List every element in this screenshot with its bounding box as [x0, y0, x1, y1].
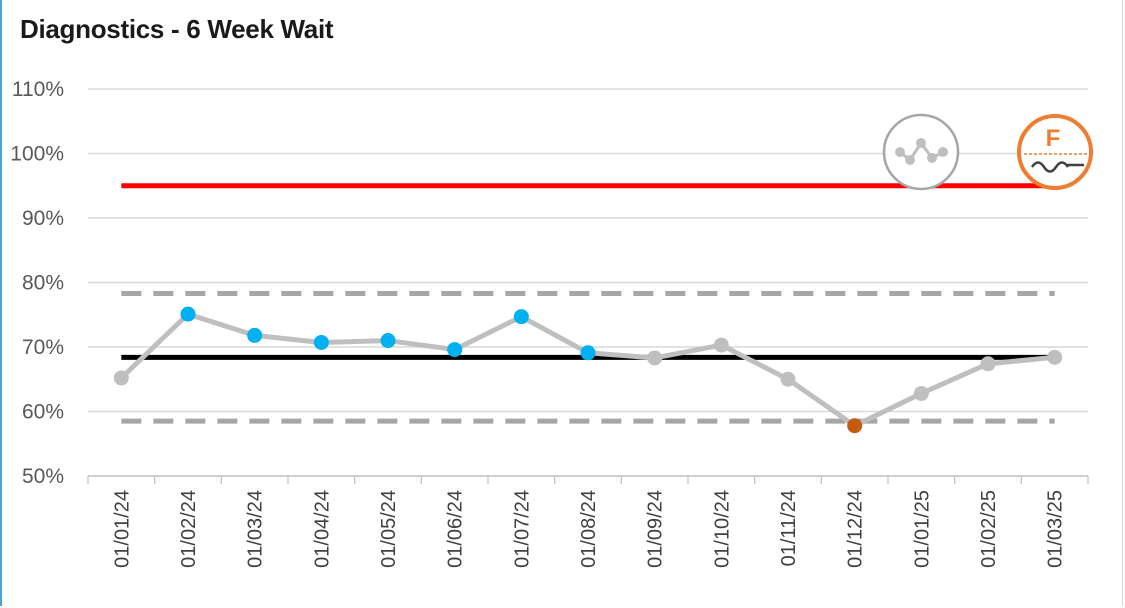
y-tick-label: 100%: [10, 143, 64, 166]
y-tick-label: 90%: [22, 207, 64, 230]
data-point: [847, 418, 863, 434]
x-tick-label: 01/05/24: [378, 490, 400, 568]
common-cause-variation-icon: [882, 113, 960, 191]
y-tick-label: 50%: [22, 465, 64, 488]
data-point: [313, 334, 329, 350]
x-tick-label: 01/12/24: [845, 490, 867, 568]
data-points: [113, 306, 1063, 434]
data-point: [380, 333, 396, 349]
x-tick-label: 01/01/25: [911, 490, 933, 568]
y-axis-ticks: 50% 60% 70% 80% 90% 100% 110%: [10, 78, 64, 488]
series-line: [119, 311, 1055, 429]
x-tick-label: 01/02/24: [178, 490, 200, 568]
data-point: [180, 306, 196, 322]
x-tick-label: 01/11/24: [778, 490, 800, 566]
x-tick-label: 01/08/24: [578, 490, 600, 568]
series-polyline: [119, 311, 1055, 429]
data-point: [713, 337, 729, 353]
y-tick-label: 60%: [22, 401, 64, 424]
reference-lines: [121, 183, 1055, 424]
x-tick-label: 01/01/24: [111, 490, 133, 568]
x-tick-label: 01/04/24: [311, 490, 333, 568]
data-point: [447, 342, 463, 358]
data-point: [913, 385, 929, 401]
x-tick-label: 01/09/24: [645, 490, 667, 568]
data-point: [780, 371, 796, 387]
x-tick-label: 01/02/25: [978, 490, 1000, 568]
chart-title: Diagnostics - 6 Week Wait: [20, 14, 334, 44]
x-tick-label: 01/07/24: [511, 490, 533, 568]
y-tick-label: 110%: [12, 78, 64, 101]
data-point: [113, 370, 129, 386]
data-point: [513, 309, 529, 325]
x-tick-label: 01/06/24: [445, 490, 467, 568]
y-tick-label: 70%: [22, 336, 64, 359]
x-axis: 01/01/24 01/02/24 01/03/24 01/04/24 01/05/24…: [87, 475, 1089, 568]
data-point: [247, 327, 263, 343]
assurance-letter: F: [1046, 125, 1061, 152]
x-tick-label: 01/03/25: [1045, 490, 1067, 568]
data-point: [980, 356, 996, 372]
data-point: [1047, 349, 1063, 365]
data-point: [580, 345, 596, 361]
y-tick-label: 80%: [22, 272, 64, 295]
inconsistent-assurance-icon: F: [1017, 114, 1093, 190]
x-tick-label: 01/10/24: [711, 490, 733, 568]
x-tick-label: 01/03/24: [245, 490, 267, 568]
data-point: [647, 350, 663, 366]
